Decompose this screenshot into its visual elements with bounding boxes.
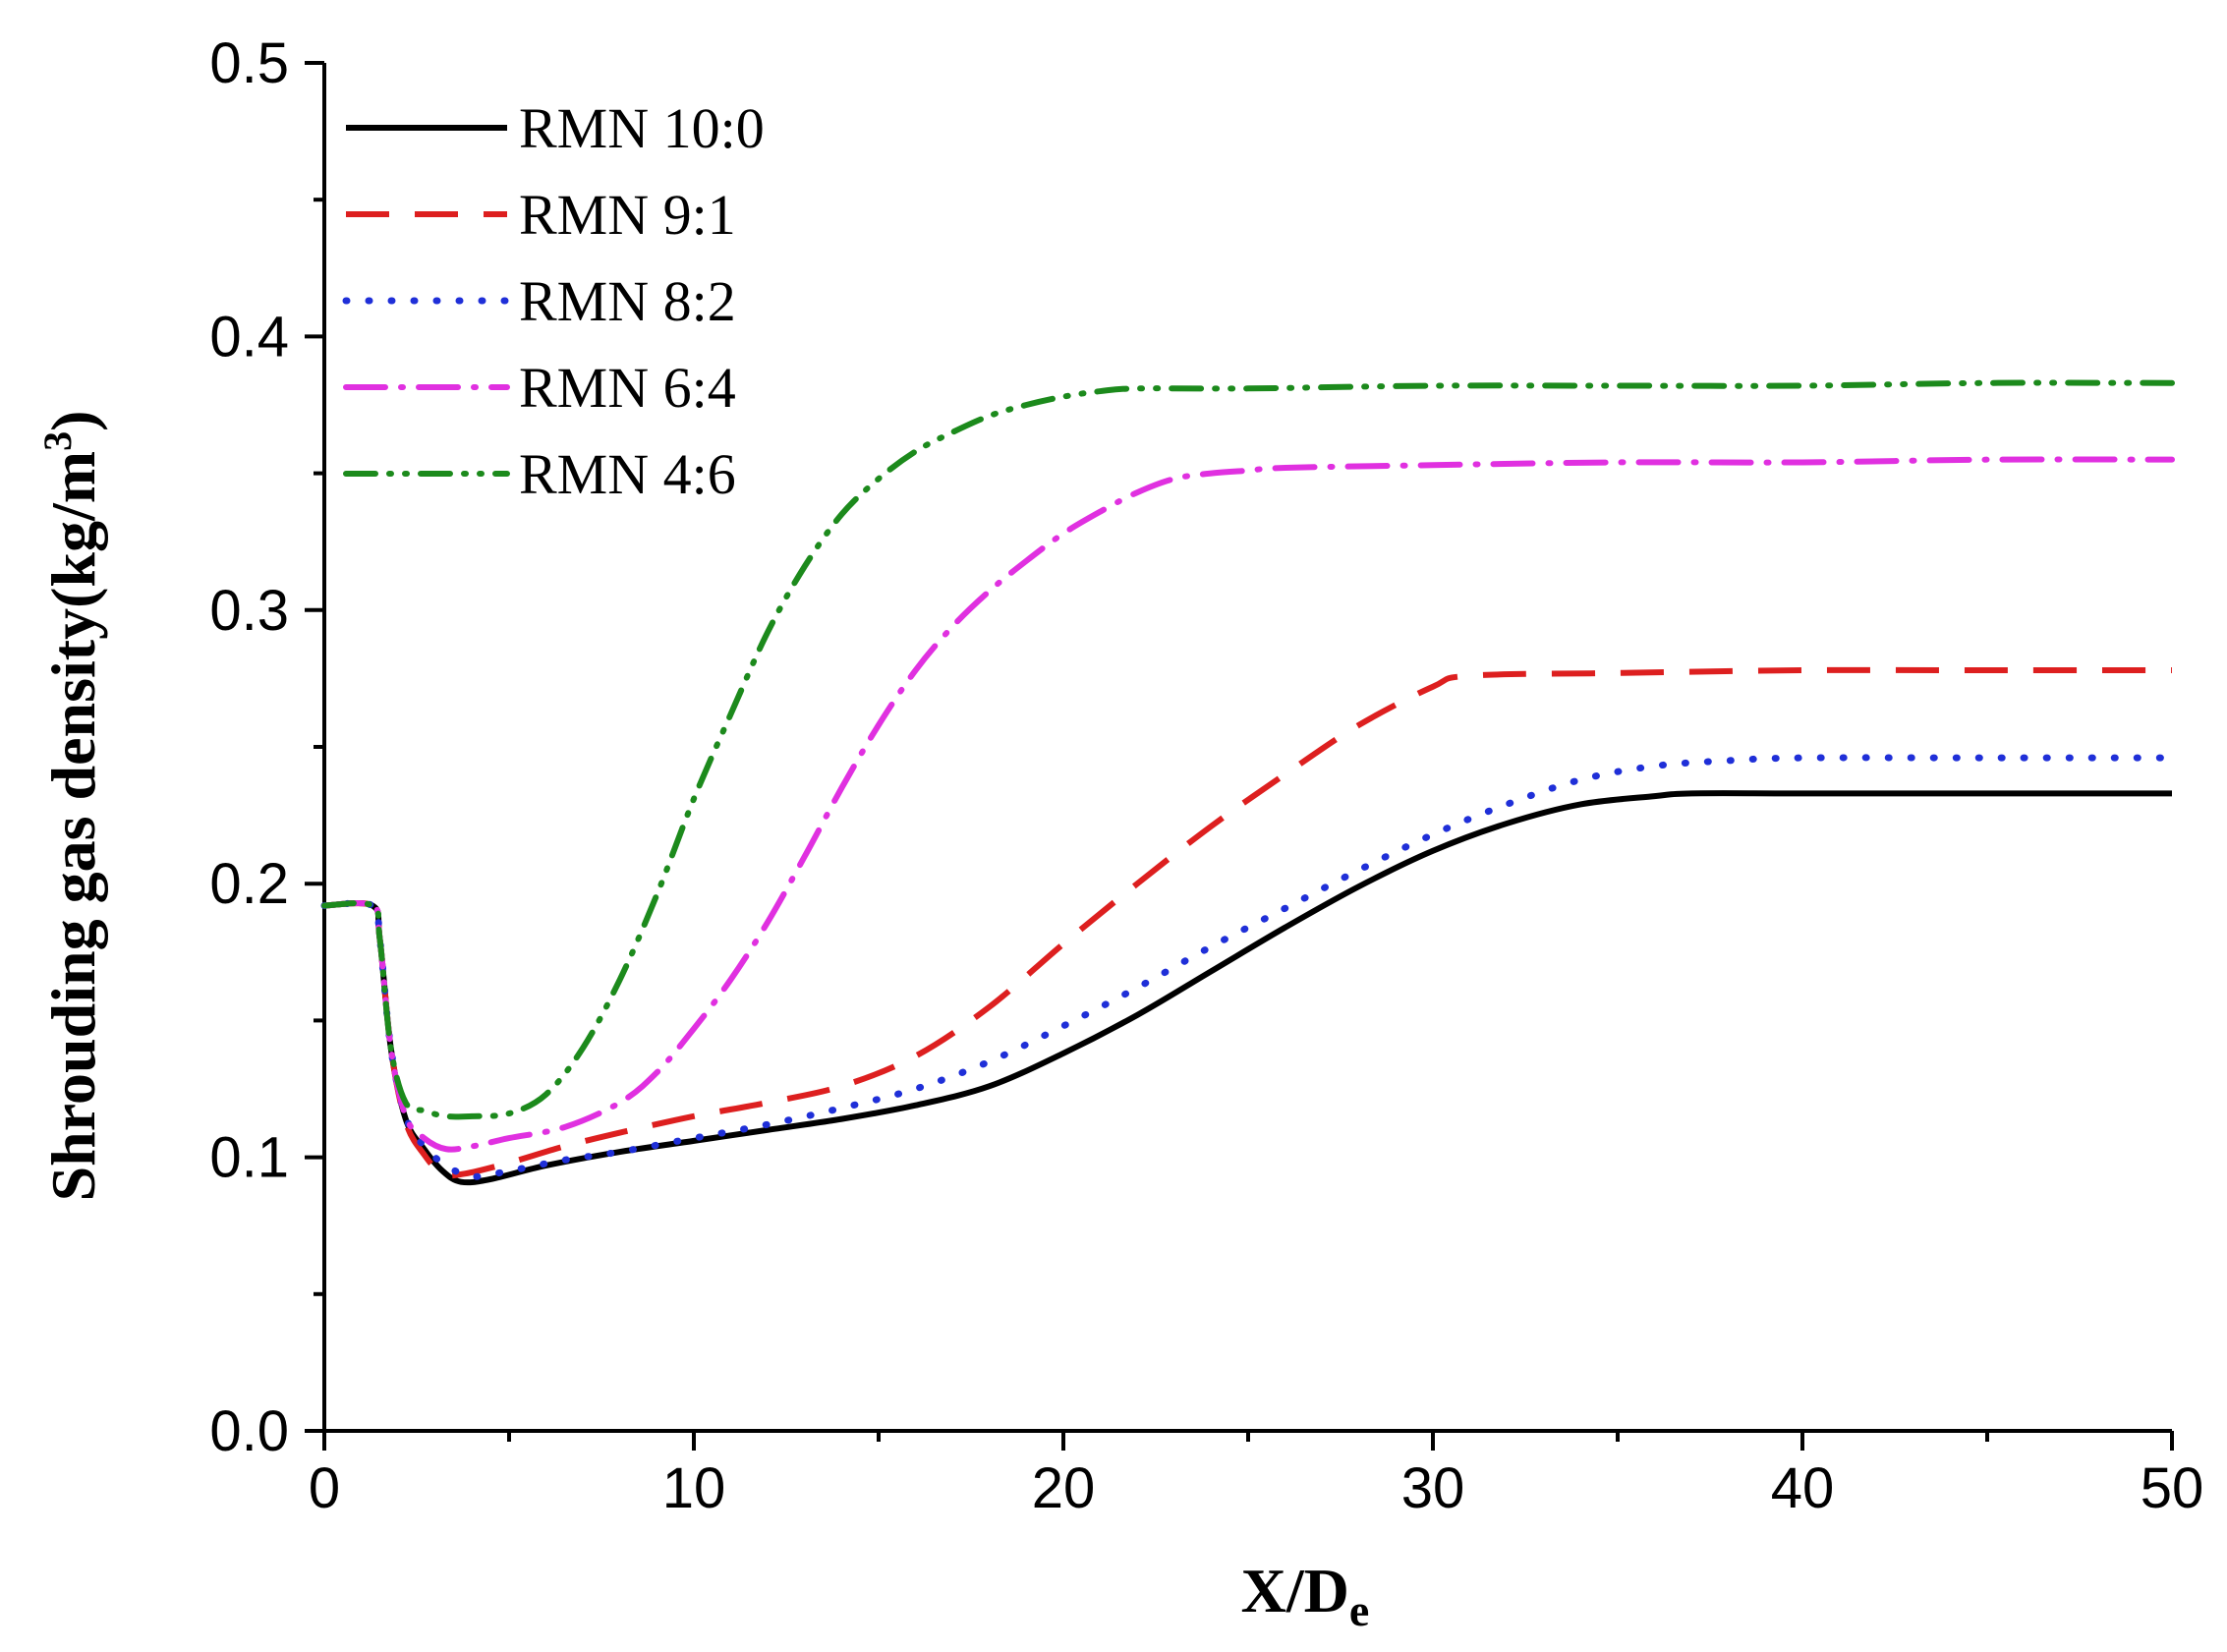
- x-tick-label: 20: [1032, 1456, 1096, 1520]
- legend-label-5: RMN 4:6: [519, 442, 736, 506]
- axes: 0 10 20 30 40 50 0.0 0.1 0.2 0.3 0.4 0.5: [209, 31, 2203, 1520]
- y-tick-label: 0.2: [209, 852, 289, 916]
- legend-label-3: RMN 8:2: [519, 269, 736, 333]
- x-axis-title: X/De: [1241, 1556, 1370, 1635]
- y-axis-title-main: Shrouding gas density(kg/m: [38, 451, 108, 1202]
- y-tick-label: 0.3: [209, 579, 289, 643]
- y-axis-title-close: ): [38, 411, 108, 431]
- x-axis-title-subscript: e: [1349, 1585, 1369, 1635]
- legend-label-1: RMN 10:0: [519, 96, 765, 160]
- x-tick-label: 50: [2141, 1456, 2204, 1520]
- series-line-2: [323, 666, 2172, 1179]
- x-tick-label: 0: [309, 1456, 340, 1520]
- y-tick-label: 0.0: [209, 1399, 289, 1463]
- y-axis-title-superscript: 3: [35, 431, 80, 451]
- series-line-4: [321, 456, 2175, 1153]
- series-layer: [320, 379, 2176, 1186]
- series-line-1: [323, 790, 2172, 1186]
- y-tick-label: 0.1: [209, 1126, 289, 1190]
- x-tick-label: 40: [1771, 1456, 1835, 1520]
- y-axis-title: Shrouding gas density(kg/m3): [35, 411, 108, 1202]
- x-tick-label: 30: [1401, 1456, 1465, 1520]
- legend-label-4: RMN 6:4: [519, 356, 736, 420]
- y-tick-label: 0.5: [209, 31, 289, 95]
- y-tick-label: 0.4: [209, 305, 289, 369]
- series-line-5: [321, 379, 2175, 1120]
- legend: RMN 10:0 RMN 9:1 RMN 8:2 RMN 6:4 RMN 4:6: [342, 96, 765, 506]
- legend-label-2: RMN 9:1: [519, 183, 736, 247]
- x-tick-label: 10: [662, 1456, 726, 1520]
- x-axis-title-main: X/D: [1241, 1556, 1349, 1625]
